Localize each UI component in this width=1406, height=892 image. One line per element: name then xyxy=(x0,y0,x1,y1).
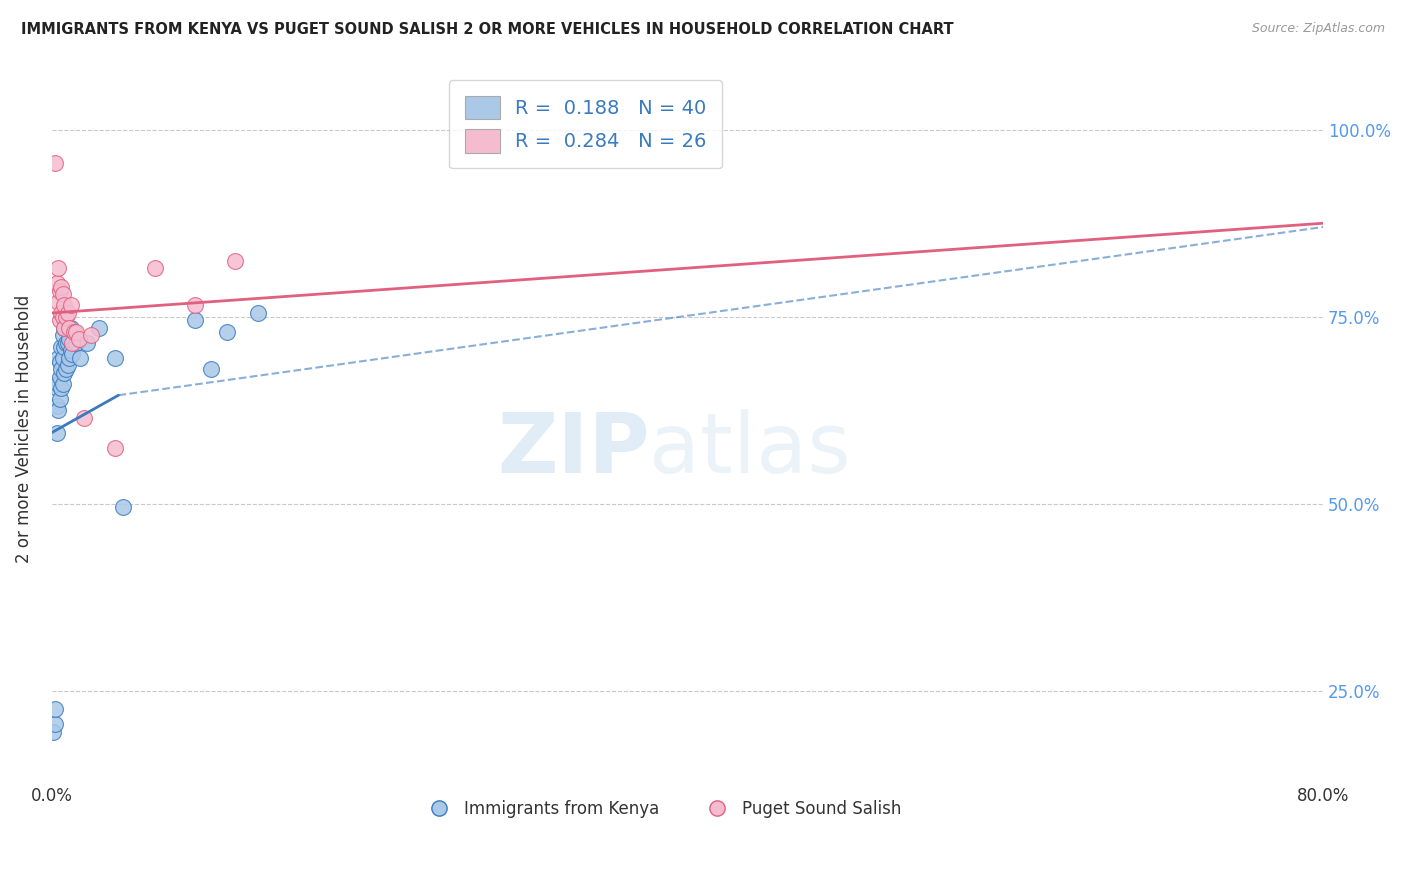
Point xyxy=(53,321,76,335)
Point xyxy=(45,276,67,290)
Point xyxy=(247,306,270,320)
Point xyxy=(59,343,82,358)
Point xyxy=(67,332,90,346)
Point xyxy=(65,335,87,350)
Point xyxy=(44,702,66,716)
Point xyxy=(53,340,76,354)
Point xyxy=(184,298,207,312)
Point xyxy=(53,321,76,335)
Point xyxy=(200,362,222,376)
Point xyxy=(51,381,73,395)
Point xyxy=(58,321,80,335)
Point xyxy=(48,392,70,406)
Point xyxy=(48,313,70,327)
Point xyxy=(56,359,79,373)
Point xyxy=(52,310,75,324)
Point xyxy=(46,403,69,417)
Point xyxy=(48,284,70,298)
Point xyxy=(143,261,166,276)
Point xyxy=(76,335,98,350)
Point xyxy=(46,377,69,392)
Point xyxy=(46,294,69,309)
Y-axis label: 2 or more Vehicles in Household: 2 or more Vehicles in Household xyxy=(15,294,32,563)
Point xyxy=(55,310,77,324)
Point xyxy=(58,351,80,365)
Point xyxy=(53,298,76,312)
Point xyxy=(56,335,79,350)
Point xyxy=(46,351,69,365)
Text: ZIP: ZIP xyxy=(496,409,650,491)
Point xyxy=(46,261,69,276)
Point xyxy=(45,425,67,440)
Point xyxy=(48,354,70,368)
Point xyxy=(56,306,79,320)
Point xyxy=(104,441,127,455)
Point xyxy=(51,280,73,294)
Point xyxy=(62,335,84,350)
Text: Source: ZipAtlas.com: Source: ZipAtlas.com xyxy=(1251,22,1385,36)
Point xyxy=(52,377,75,392)
Point xyxy=(55,335,77,350)
Point xyxy=(53,366,76,380)
Legend: Immigrants from Kenya, Puget Sound Salish: Immigrants from Kenya, Puget Sound Salis… xyxy=(416,793,908,825)
Point xyxy=(58,332,80,346)
Point xyxy=(59,298,82,312)
Point xyxy=(59,321,82,335)
Point xyxy=(51,362,73,376)
Point xyxy=(215,325,238,339)
Point xyxy=(65,325,87,339)
Point xyxy=(52,328,75,343)
Point xyxy=(52,287,75,301)
Text: IMMIGRANTS FROM KENYA VS PUGET SOUND SALISH 2 OR MORE VEHICLES IN HOUSEHOLD CORR: IMMIGRANTS FROM KENYA VS PUGET SOUND SAL… xyxy=(21,22,953,37)
Point xyxy=(44,717,66,731)
Point xyxy=(224,253,246,268)
Point xyxy=(80,328,103,343)
Point xyxy=(104,351,127,365)
Point xyxy=(42,724,65,739)
Point xyxy=(52,351,75,365)
Text: atlas: atlas xyxy=(650,409,851,491)
Point xyxy=(62,347,84,361)
Point xyxy=(48,369,70,384)
Point xyxy=(184,313,207,327)
Point xyxy=(69,351,91,365)
Point xyxy=(112,500,135,515)
Point xyxy=(51,340,73,354)
Point xyxy=(63,325,86,339)
Point xyxy=(51,306,73,320)
Point xyxy=(72,410,94,425)
Point xyxy=(89,321,111,335)
Point xyxy=(45,381,67,395)
Point xyxy=(55,362,77,376)
Point xyxy=(44,156,66,170)
Point xyxy=(45,400,67,414)
